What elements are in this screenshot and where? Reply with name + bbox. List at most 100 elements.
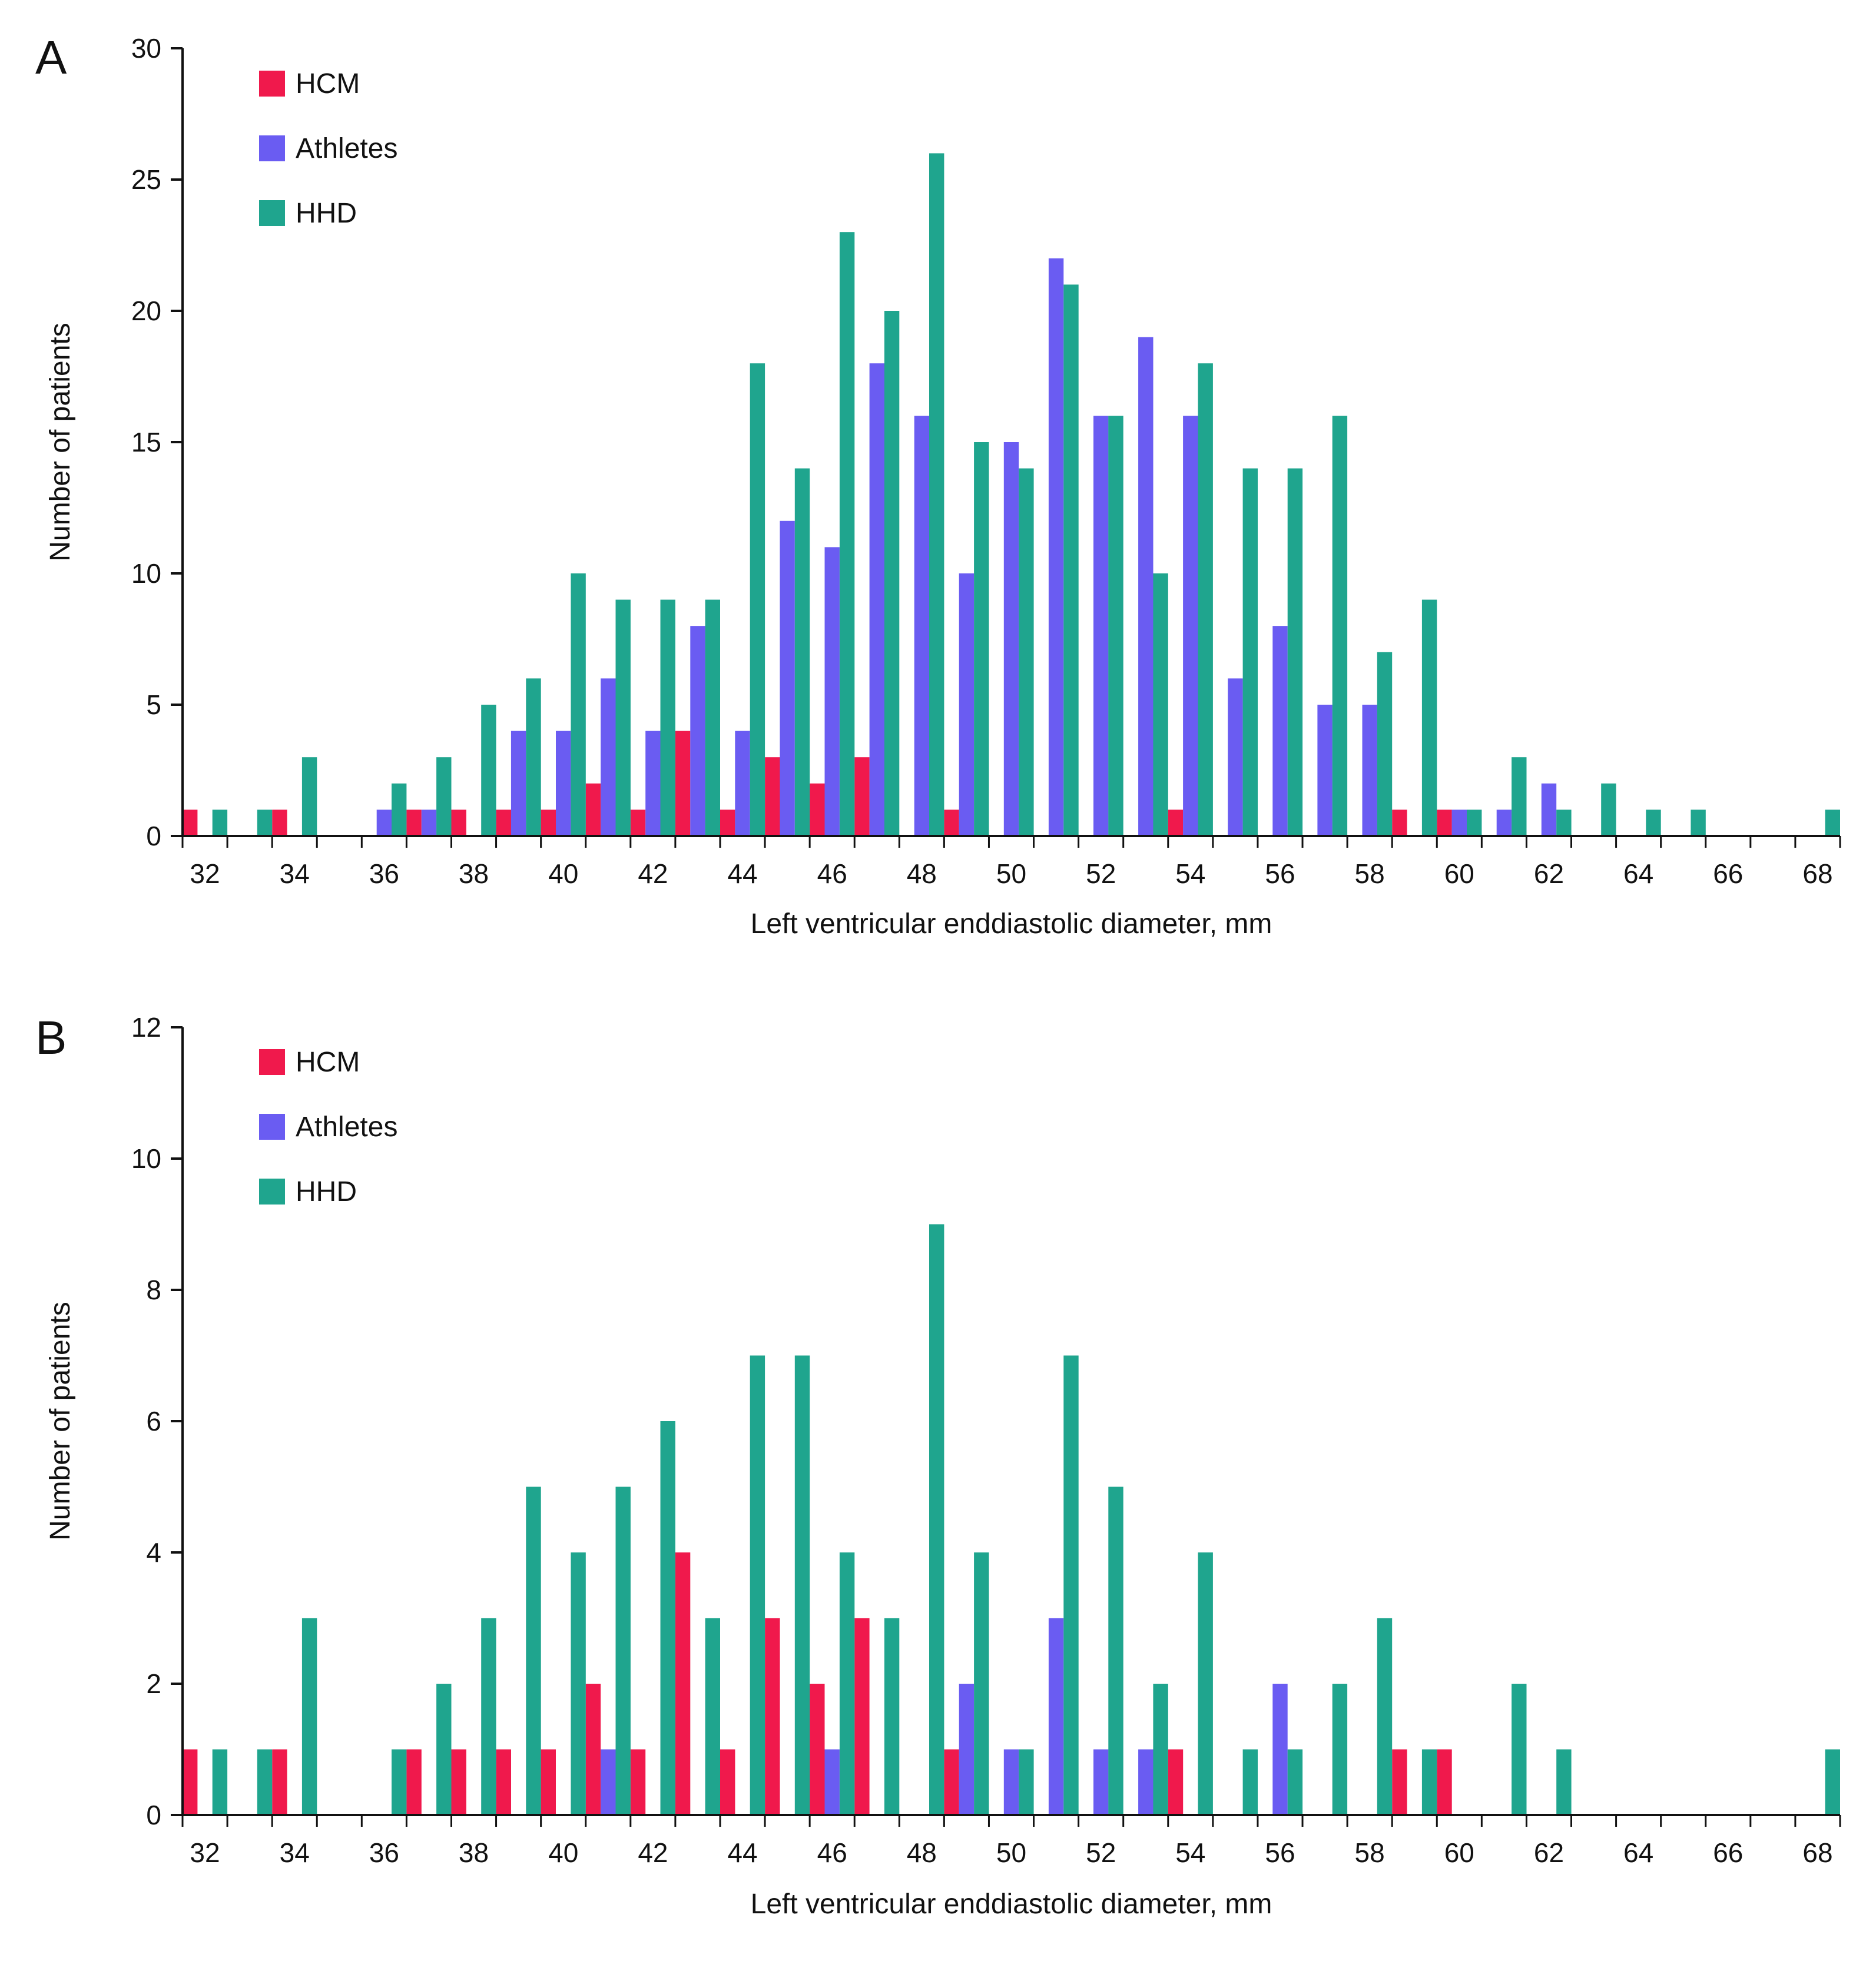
panel-a-bar-hhd-61 — [1512, 757, 1527, 836]
panel-b-bar-hhd-49 — [974, 1552, 989, 1815]
panel-b-bar-hhd-62 — [1556, 1749, 1572, 1815]
panel-a-bar-hhd-68 — [1825, 809, 1840, 836]
panel-a-bar-hhd-59 — [1421, 599, 1437, 836]
panel-b-legend-swatch-hcm — [259, 1049, 285, 1075]
panel-a-bar-hhd-38 — [481, 705, 496, 836]
panel-a-legend-swatch-athletes — [259, 135, 285, 161]
panel-b-x-tick-label-42: 42 — [638, 1837, 668, 1868]
panel-b-bar-athletes-52 — [1093, 1749, 1109, 1815]
panel-b-y-tick-label-8: 8 — [146, 1275, 161, 1305]
panel-b-bar-hhd-59 — [1421, 1749, 1437, 1815]
panel-a-bar-athletes-57 — [1317, 705, 1333, 836]
panel-a-bar-hhd-65 — [1691, 809, 1706, 836]
panel-b-bar-hhd-56 — [1287, 1749, 1303, 1815]
panel-a-x-tick-label-64: 64 — [1623, 858, 1653, 889]
panel-b-bar-hhd-37 — [436, 1684, 452, 1815]
panel-a-bar-hhd-42 — [660, 599, 675, 836]
panel-a-bar-hcm-59 — [1392, 809, 1407, 836]
panel-a-bar-hhd-48 — [929, 153, 944, 836]
panel-a-bar-hcm-43 — [675, 731, 691, 836]
panel-a-bar-hhd-54 — [1198, 363, 1213, 836]
panel-a-bar-athletes-56 — [1272, 626, 1288, 836]
panel-a-bar-hhd-51 — [1063, 284, 1079, 836]
panel-a-x-tick-label-42: 42 — [638, 858, 668, 889]
panel-a-bar-athletes-62 — [1541, 783, 1557, 836]
panel-b-bar-hhd-58 — [1377, 1618, 1393, 1815]
panel-b-bar-athletes-51 — [1048, 1618, 1064, 1815]
panel-b-bar-hhd-46 — [839, 1552, 855, 1815]
panel-b-bar-hcm-34 — [272, 1749, 287, 1815]
panel-a-bar-hhd-53 — [1153, 573, 1168, 836]
panel-b-x-tick-label-44: 44 — [727, 1837, 757, 1868]
panel-b-bar-hhd-48 — [929, 1224, 944, 1815]
panel-a-bar-athletes-55 — [1228, 678, 1243, 836]
panel-a-x-tick-label-54: 54 — [1175, 858, 1205, 889]
panel-b-bar-hcm-43 — [675, 1552, 691, 1815]
panel-b-y-tick-label-12: 12 — [131, 1012, 161, 1043]
panel-a-bar-hhd-55 — [1242, 468, 1258, 836]
panel-b-bar-hhd-36 — [392, 1749, 407, 1815]
panel-a-bar-hcm-41 — [585, 783, 601, 836]
panel-a-x-tick-label-50: 50 — [996, 858, 1026, 889]
panel-b-bar-hhd-57 — [1332, 1684, 1348, 1815]
panel-b-x-tick-label-46: 46 — [817, 1837, 847, 1868]
panel-b-x-tick-label-56: 56 — [1265, 1837, 1295, 1868]
panel-a-bar-athletes-42 — [645, 731, 661, 836]
panel-a-bar-hhd-37 — [436, 757, 452, 836]
panel-b-bar-hhd-61 — [1512, 1684, 1527, 1815]
panel-a-bar-hhd-50 — [1019, 468, 1034, 836]
panel-b-y-axis-title: Number of patients — [45, 1302, 76, 1541]
panel-a-bar-athletes-40 — [556, 731, 571, 836]
panel-a-bar-hcm-54 — [1168, 809, 1184, 836]
panel-b-bar-hhd-52 — [1108, 1486, 1123, 1815]
panel-b-bar-hcm-42 — [630, 1749, 646, 1815]
panel-b-bar-hhd-44 — [750, 1355, 765, 1815]
panel-b-bar-athletes-50 — [1003, 1749, 1019, 1815]
panel-b-x-tick-label-54: 54 — [1175, 1837, 1205, 1868]
panel-b-bar-hcm-32 — [183, 1749, 198, 1815]
panel-a-bar-athletes-47 — [869, 363, 884, 836]
panel-b-bar-hhd-51 — [1063, 1355, 1079, 1815]
panel-b-bar-athletes-49 — [959, 1684, 975, 1815]
panel-b-x-tick-label-64: 64 — [1623, 1837, 1653, 1868]
panel-a-y-tick-label-15: 15 — [131, 427, 161, 457]
panel-a-bar-hhd-34 — [301, 757, 317, 836]
panel-a-x-tick-label-48: 48 — [907, 858, 937, 889]
panel-b-x-tick-label-66: 66 — [1713, 1837, 1743, 1868]
panel-b-bar-athletes-56 — [1272, 1684, 1288, 1815]
panel-a-bar-hhd-57 — [1332, 416, 1348, 836]
panel-a-x-tick-label-60: 60 — [1444, 858, 1474, 889]
panel-b-bar-hhd-43 — [705, 1618, 720, 1815]
panel-a-y-tick-label-5: 5 — [146, 689, 161, 720]
panel-b-bar-hhd-53 — [1153, 1684, 1168, 1815]
panel-a-bar-hhd-58 — [1377, 652, 1393, 836]
panel-a-y-tick-label-0: 0 — [146, 821, 161, 851]
panel-a-bar-hhd-46 — [839, 232, 855, 837]
panel-b-legend-label-athletes: Athletes — [296, 1111, 397, 1143]
panel-b-label: B — [35, 1011, 67, 1064]
panel-b-bar-hhd-68 — [1825, 1749, 1840, 1815]
panel-a-x-tick-label-38: 38 — [459, 858, 489, 889]
panel-b-bar-hcm-41 — [585, 1684, 601, 1815]
panel-a-bar-hhd-47 — [884, 311, 900, 836]
panel-a-bar-hcm-32 — [183, 809, 198, 836]
panel-b-bar-hhd-42 — [660, 1421, 675, 1815]
panel-b-bar-hcm-45 — [765, 1618, 780, 1815]
panel-b-x-tick-label-36: 36 — [369, 1837, 399, 1868]
panel-a-bar-hcm-39 — [496, 809, 511, 836]
panel-b-bar-hhd-34 — [301, 1618, 317, 1815]
panel-b-x-tick-label-58: 58 — [1355, 1837, 1385, 1868]
panel-a-bar-athletes-45 — [780, 520, 795, 836]
panel-a-x-tick-label-46: 46 — [817, 858, 847, 889]
panel-b-y-tick-label-0: 0 — [146, 1800, 161, 1830]
panel-a-bar-hhd-33 — [257, 809, 273, 836]
panel-b-bar-hhd-39 — [526, 1486, 541, 1815]
panel-a-x-tick-label-56: 56 — [1265, 858, 1295, 889]
panel-b-bar-hcm-60 — [1437, 1749, 1452, 1815]
panel-a-legend-label-hcm: HCM — [296, 68, 360, 99]
panel-b-x-tick-label-32: 32 — [190, 1837, 220, 1868]
panel-b-x-tick-label-34: 34 — [280, 1837, 310, 1868]
panel-b-y-tick-label-6: 6 — [146, 1406, 161, 1436]
panel-b-bar-hhd-41 — [615, 1486, 631, 1815]
